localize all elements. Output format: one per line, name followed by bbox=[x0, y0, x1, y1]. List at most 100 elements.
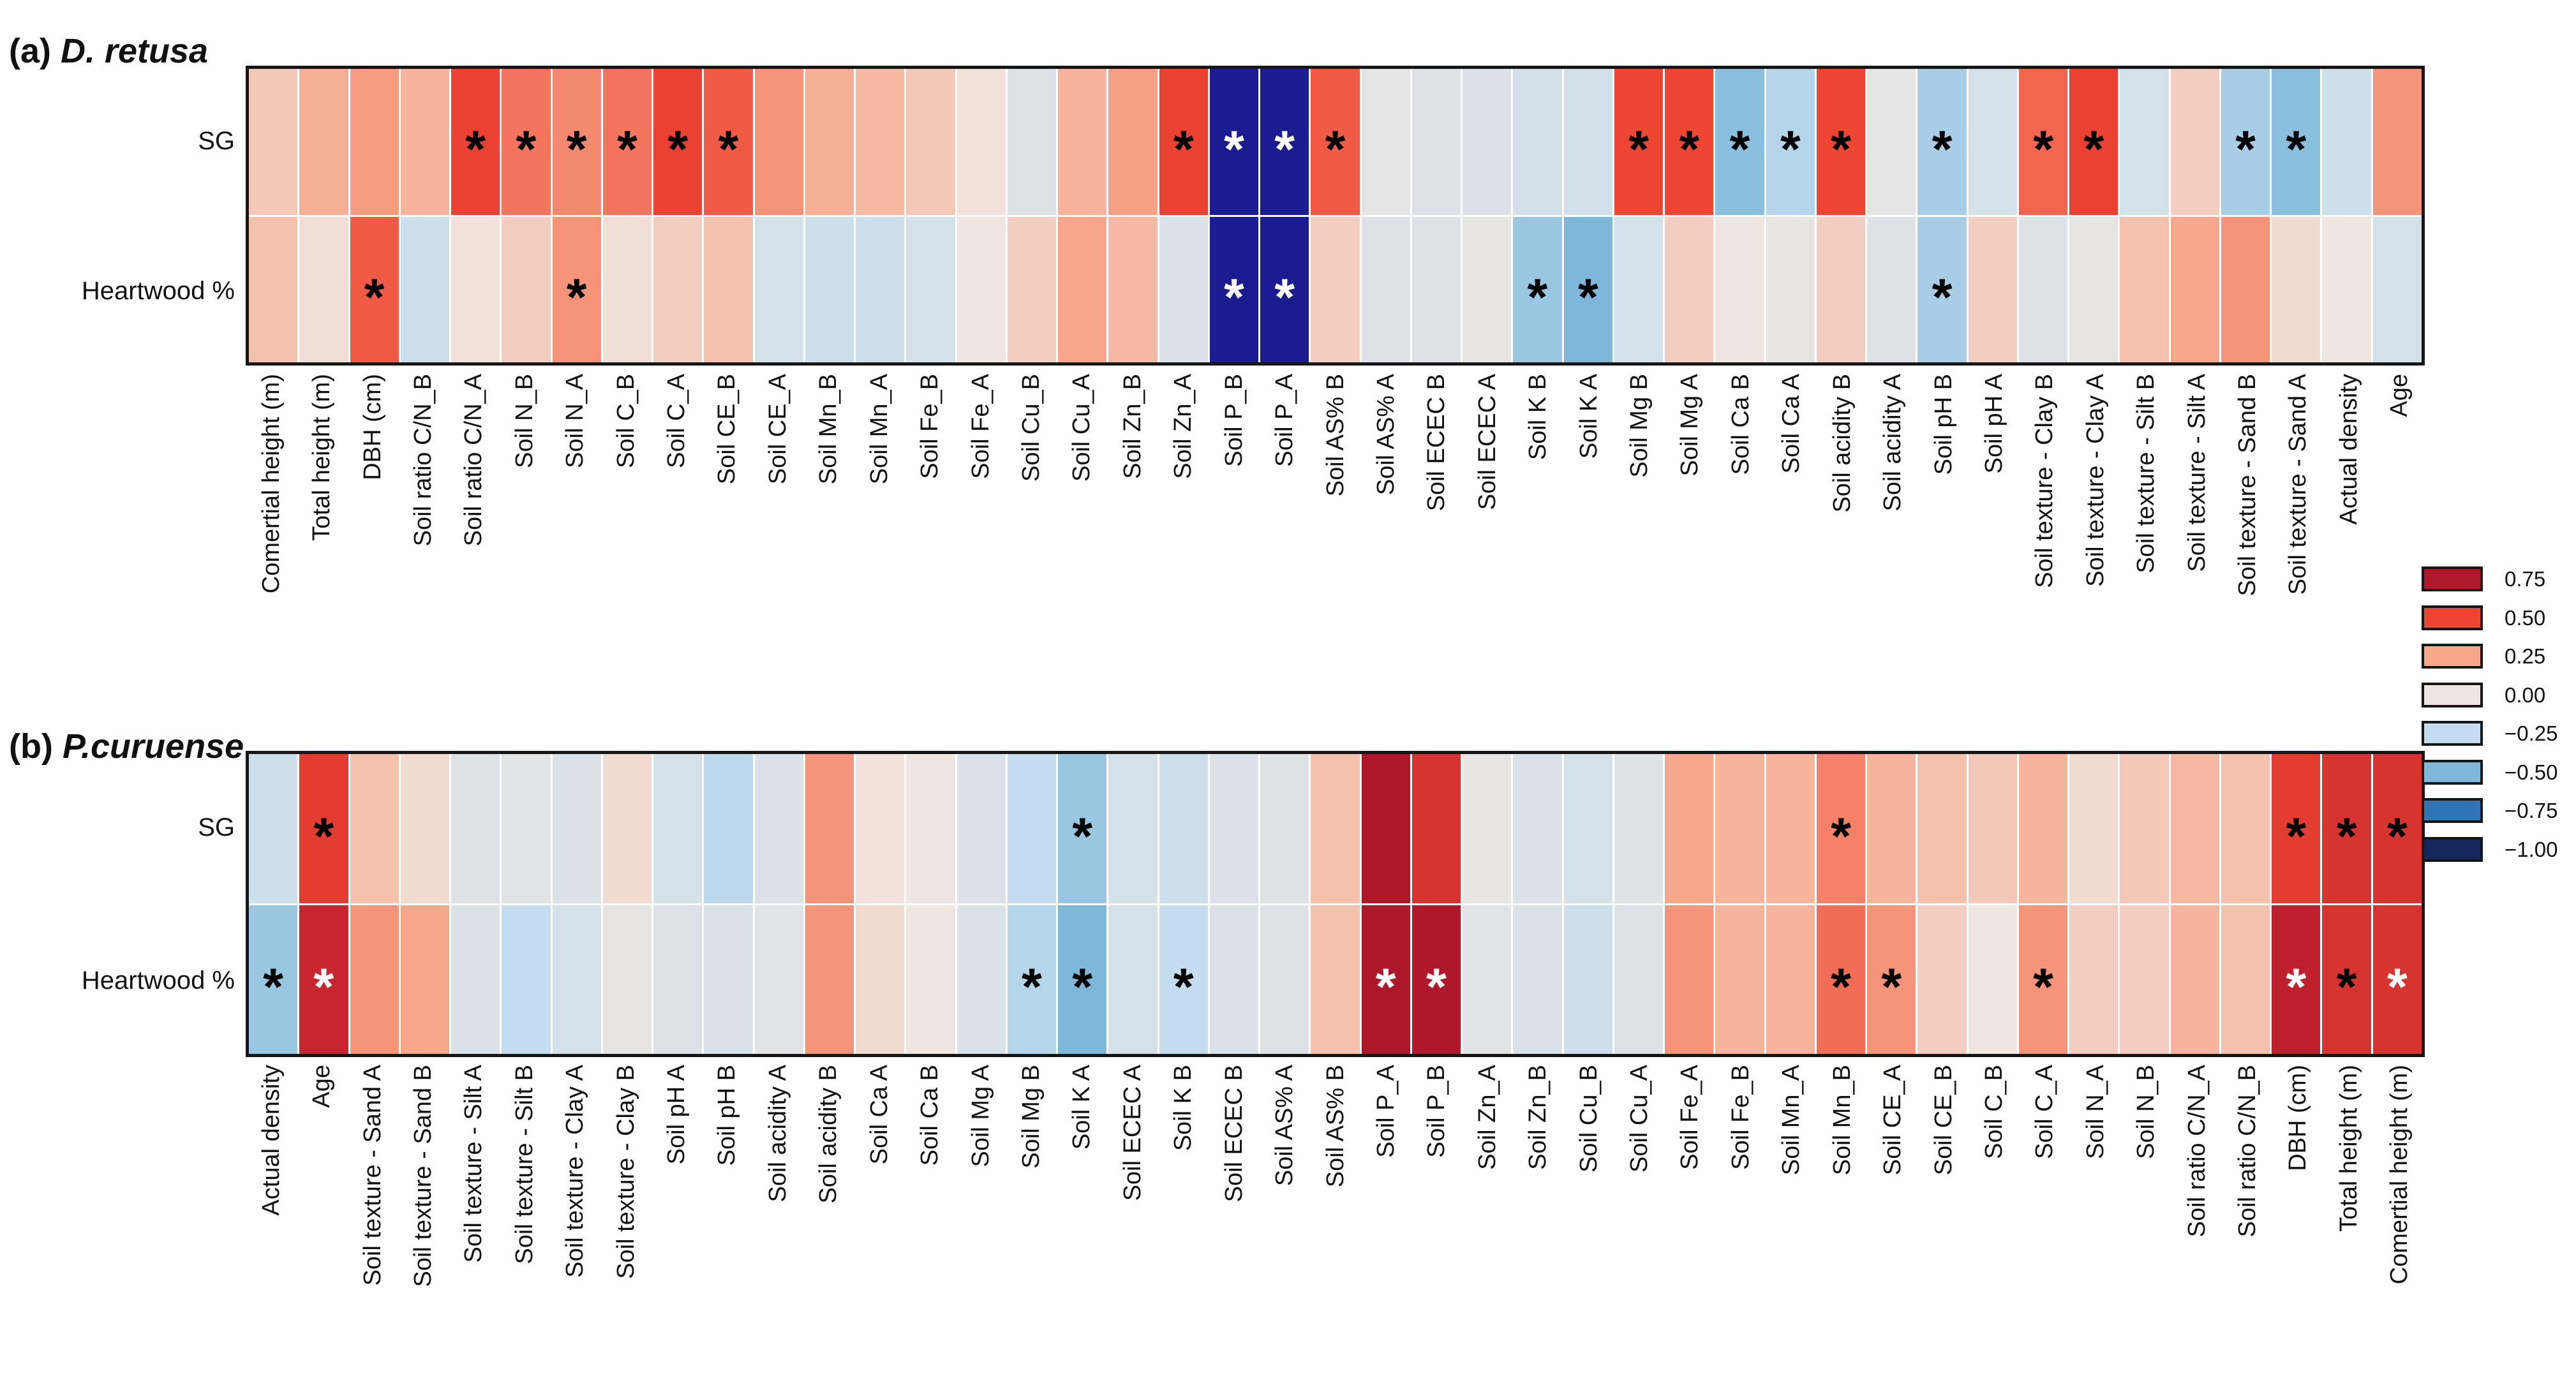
significance-asterisk: * bbox=[1072, 958, 1093, 1017]
panel-b-title-species: P.curuense bbox=[62, 727, 244, 766]
significance-asterisk: * bbox=[313, 958, 334, 1017]
heatmap-cell bbox=[1766, 216, 1815, 362]
heatmap-cell: * bbox=[2372, 905, 2422, 1054]
heatmap-cell bbox=[754, 754, 803, 903]
x-axis-label: Soil Ca B bbox=[1727, 374, 1754, 475]
heatmap-cell bbox=[400, 754, 450, 903]
heatmap-cell bbox=[1058, 216, 1107, 362]
heatmap-cell bbox=[1311, 754, 1360, 903]
heatmap-cell bbox=[653, 754, 703, 903]
heatmap-cell bbox=[1563, 754, 1612, 903]
significance-asterisk: * bbox=[1426, 958, 1447, 1017]
heatmap-cell bbox=[1007, 69, 1057, 215]
heatmap-cell: * bbox=[1159, 69, 1208, 215]
heatmap-cell: * bbox=[2322, 905, 2371, 1054]
legend-swatch bbox=[2422, 836, 2483, 862]
heatmap-row-sg: * * * * * * bbox=[249, 754, 2422, 903]
significance-asterisk: * bbox=[1932, 268, 1953, 327]
x-axis-label: Soil K A bbox=[1068, 1065, 1096, 1150]
heatmap-cell bbox=[1411, 216, 1461, 362]
x-axis-label: Soil Mn_A bbox=[1778, 1065, 1805, 1176]
significance-asterisk: * bbox=[566, 268, 587, 327]
legend-label: 0.50 bbox=[2505, 605, 2546, 630]
x-axis-label: Soil Fe_B bbox=[1727, 1065, 1754, 1170]
legend-swatch bbox=[2422, 798, 2483, 823]
heatmap-cell bbox=[400, 216, 450, 362]
heatmap-cell: * bbox=[1614, 69, 1664, 215]
significance-asterisk: * bbox=[2083, 121, 2104, 179]
heatmap-cell: * bbox=[552, 216, 601, 362]
panel-b-heatmap: * * * * * * * * * * * * * * * * * * * bbox=[246, 751, 2425, 1057]
x-axis-label: Soil texture - Sand A bbox=[359, 1065, 386, 1286]
heatmap-cell: * bbox=[1917, 216, 1967, 362]
x-axis-label: Soil Zn_B bbox=[1524, 1065, 1552, 1170]
significance-asterisk: * bbox=[616, 121, 637, 179]
heatmap-cell bbox=[2170, 905, 2219, 1054]
x-axis-label: Soil ECEC A bbox=[1473, 374, 1501, 510]
heatmap-cell: * bbox=[2322, 754, 2371, 903]
heatmap-cell bbox=[2170, 216, 2219, 362]
significance-asterisk: * bbox=[2386, 807, 2408, 866]
heatmap-cell bbox=[2372, 69, 2422, 215]
x-axis-label: Soil N_A bbox=[2081, 1065, 2109, 1159]
heatmap-cell bbox=[299, 69, 348, 215]
x-axis-label: Soil Zn_A bbox=[1170, 374, 1197, 479]
heatmap-cell bbox=[1968, 754, 2017, 903]
x-axis-label: Soil AS% A bbox=[1372, 374, 1399, 496]
heatmap-cell bbox=[1867, 754, 1916, 903]
x-axis-label: Soil C_B bbox=[612, 374, 639, 468]
legend-label: −0.75 bbox=[2505, 799, 2558, 822]
heatmap-cell bbox=[1513, 754, 1562, 903]
x-axis-label: Soil P_A bbox=[1271, 374, 1299, 467]
x-axis-label: Soil CE_B bbox=[1930, 1065, 1957, 1176]
heatmap-cell bbox=[2221, 216, 2270, 362]
significance-asterisk: * bbox=[1577, 268, 1598, 327]
x-axis-label: Soil texture - Clay A bbox=[562, 1065, 589, 1278]
heatmap-cell bbox=[1463, 69, 1512, 215]
x-axis-label: Soil K B bbox=[1524, 374, 1552, 461]
x-axis-label: Soil N_B bbox=[2133, 1065, 2160, 1159]
heatmap-cell bbox=[1108, 905, 1158, 1054]
heatmap-cell: * bbox=[1766, 69, 1815, 215]
significance-asterisk: * bbox=[1173, 958, 1194, 1017]
significance-asterisk: * bbox=[1729, 121, 1750, 179]
heatmap-cell: * bbox=[1260, 216, 1309, 362]
heatmap-cell bbox=[906, 216, 955, 362]
heatmap-cell bbox=[1715, 754, 1764, 903]
legend-swatch bbox=[2422, 644, 2483, 669]
heatmap-cell bbox=[856, 905, 905, 1054]
x-axis-label: DBH (cm) bbox=[359, 374, 386, 480]
x-axis-label: Comertial height (m) bbox=[257, 374, 285, 594]
x-axis-label: Soil texture - Silt B bbox=[510, 1065, 538, 1264]
heatmap-cell bbox=[1260, 754, 1309, 903]
significance-asterisk: * bbox=[718, 121, 739, 179]
x-axis-label: Soil ratio C/N_A bbox=[2183, 1065, 2210, 1238]
heatmap-cell bbox=[653, 905, 703, 1054]
heatmap-cell bbox=[754, 69, 803, 215]
x-axis-label: Actual density bbox=[257, 1065, 285, 1216]
heatmap-cell bbox=[653, 216, 703, 362]
x-axis-label: Age bbox=[2386, 374, 2413, 417]
x-axis-label: Soil texture - Silt B bbox=[2133, 374, 2160, 574]
legend-swatch bbox=[2422, 566, 2483, 591]
heatmap-cell bbox=[2170, 69, 2219, 215]
heatmap-cell bbox=[1311, 905, 1360, 1054]
heatmap-cell bbox=[1563, 69, 1612, 215]
x-axis-label: Soil acidity A bbox=[1879, 374, 1907, 512]
heatmap-cell bbox=[1513, 69, 1562, 215]
heatmap-cell bbox=[1411, 754, 1461, 903]
significance-asterisk: * bbox=[2336, 807, 2357, 866]
panel-b-row-label-sg: SG bbox=[198, 813, 235, 841]
significance-asterisk: * bbox=[2336, 958, 2357, 1017]
heatmap-cell bbox=[602, 905, 652, 1054]
heatmap-cell: * bbox=[1513, 216, 1562, 362]
heatmap-cell bbox=[856, 754, 905, 903]
heatmap-cell bbox=[2322, 69, 2371, 215]
heatmap-cell: * bbox=[1816, 754, 1866, 903]
heatmap-row-heartwood: * * * * * * * bbox=[249, 216, 2422, 362]
heatmap-cell bbox=[350, 69, 399, 215]
heatmap-cell bbox=[2372, 216, 2422, 362]
heatmap-cell bbox=[754, 216, 803, 362]
heatmap-cell: * bbox=[1058, 905, 1107, 1054]
legend-label: 0.00 bbox=[2505, 683, 2546, 707]
